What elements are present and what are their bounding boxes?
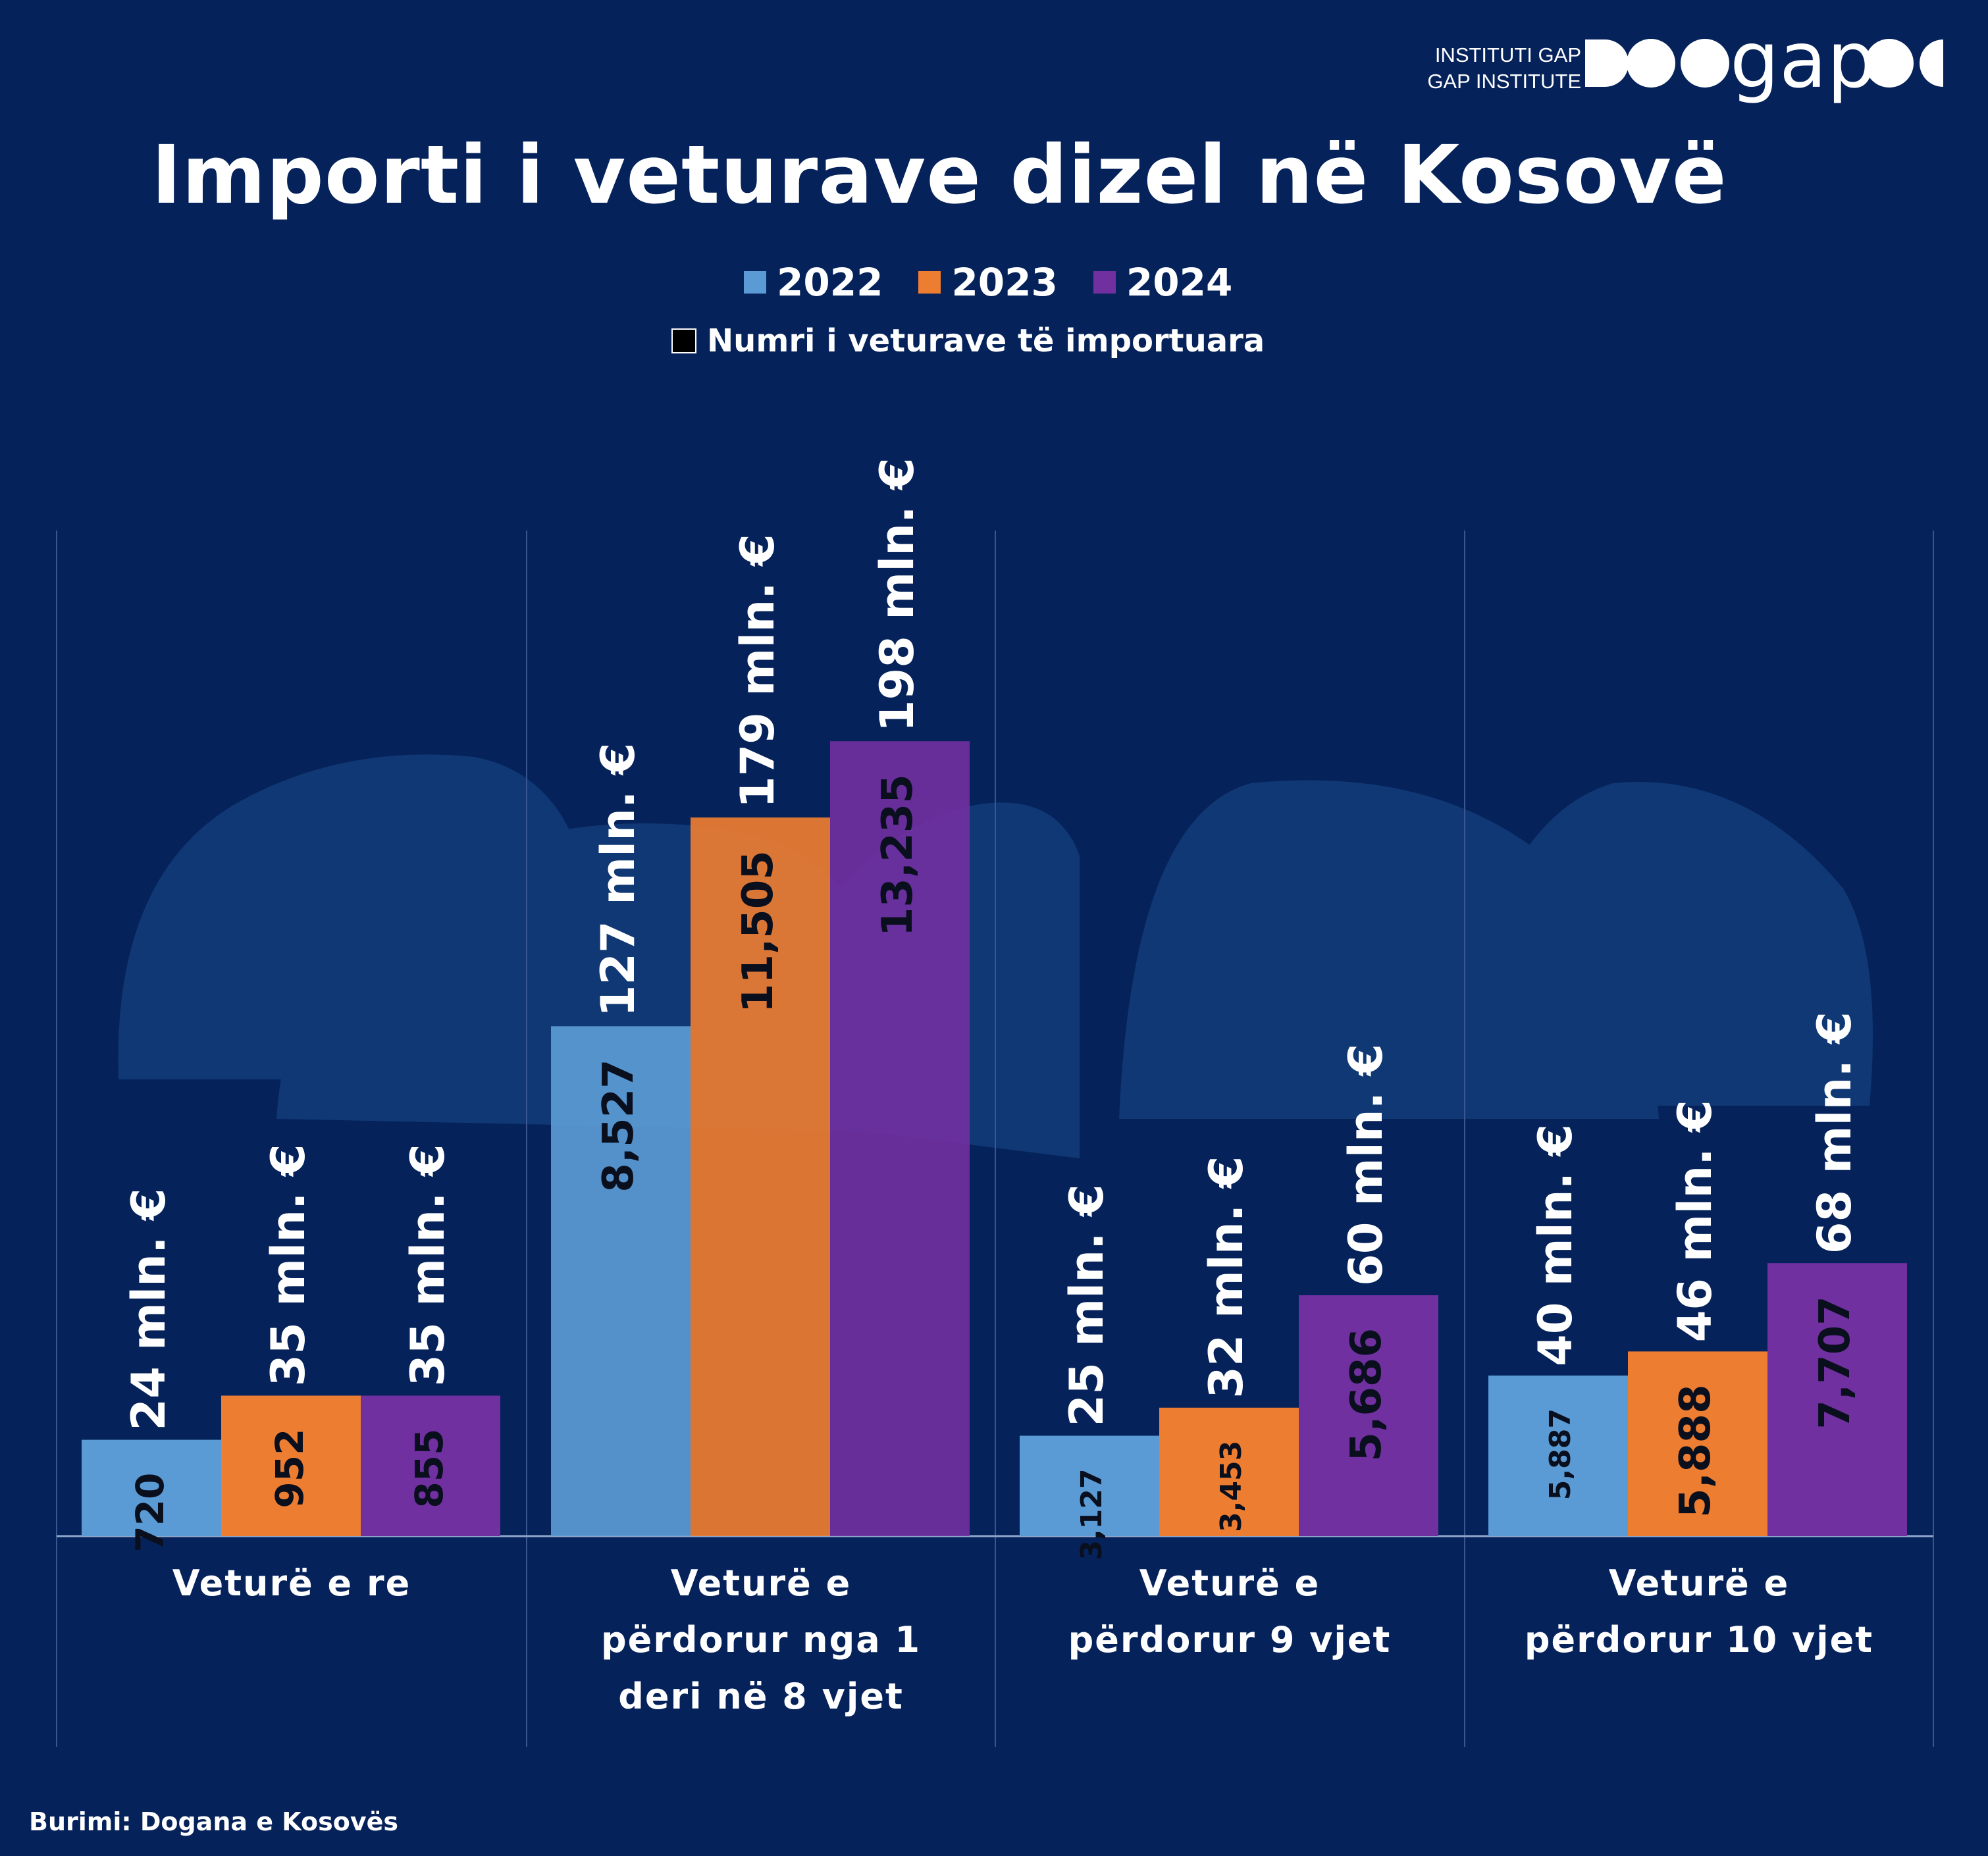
logo-line-1: INSTITUTI GAP (1434, 43, 1581, 66)
count-label-2024-3: 7,707 (1811, 1296, 1860, 1429)
legend-label-2024: 2024 (1126, 260, 1233, 305)
category-label-0: Veturë e re (68, 1555, 515, 1612)
count-label-2023-3: 5,888 (1671, 1384, 1720, 1517)
count-label-2024-2: 5,686 (1342, 1328, 1391, 1461)
legend-label-2022: 2022 (777, 260, 883, 305)
category-label-line: përdorur 9 vjet (1068, 1619, 1392, 1661)
category-label-line: Veturë e (1139, 1562, 1321, 1604)
value-label-2023-0: 35 mln. € (261, 1144, 315, 1386)
value-label-2024-3: 68 mln. € (1808, 1012, 1862, 1254)
bar-2023-1 (691, 817, 830, 1536)
bar-2024-0 (361, 1395, 500, 1536)
legend-swatch-count (671, 328, 696, 353)
count-label-2024-1: 13,235 (874, 774, 922, 937)
bar-2024-2 (1299, 1295, 1438, 1536)
value-label-2022-2: 25 mln. € (1060, 1184, 1114, 1426)
value-label-2022-1: 127 mln. € (591, 742, 645, 1017)
value-label-2023-1: 179 mln. € (731, 534, 785, 808)
category-label-1: Veturë e përdorur nga 1 deri në 8 vjet (537, 1555, 985, 1725)
category-label-line: përdorur nga 1 (600, 1619, 922, 1661)
bar-2024-1 (830, 741, 970, 1536)
legend-item-2022: 2022 (744, 260, 883, 305)
category-label-3: Veturë e përdorur 10 vjet (1475, 1555, 1923, 1668)
legend-swatch-2022 (744, 271, 766, 294)
legend: 2022 2023 2024 (744, 260, 1232, 305)
value-label-2022-0: 24 mln. € (122, 1188, 176, 1430)
source-note: Burimi: Dogana e Kosovës (29, 1807, 399, 1836)
legend-item-2023: 2023 (918, 260, 1058, 305)
gap-logo-icon: gap (1585, 26, 1943, 105)
category-label-line: deri në 8 vjet (618, 1676, 904, 1717)
count-label-2022-3: 5,887 (1544, 1408, 1577, 1500)
value-label-2022-3: 40 mln. € (1529, 1124, 1583, 1366)
bar-2023-3 (1628, 1351, 1767, 1536)
category-label-line: Veturë e (1608, 1562, 1790, 1604)
count-labels: 720 952 855 8,527 11,505 13,235 3,127 3,453 5,68… (128, 774, 1860, 1560)
bar-2023-0 (221, 1395, 361, 1536)
value-label-2024-1: 198 mln. € (870, 457, 924, 732)
category-label-line: Veturë e re (172, 1562, 411, 1604)
legend-count: Numri i veturave të importuara (671, 322, 1265, 359)
logo-line-2: GAP INSTITUTE (1427, 70, 1581, 93)
count-label-2023-0: 952 (267, 1429, 312, 1508)
logo-word: gap (1730, 26, 1876, 105)
count-label-2022-1: 8,527 (594, 1059, 643, 1192)
category-label-line: Veturë e (670, 1562, 852, 1604)
value-label-2024-0: 35 mln. € (401, 1144, 455, 1386)
legend-swatch-2024 (1093, 271, 1116, 294)
category-label-2: Veturë e përdorur 9 vjet (1006, 1555, 1453, 1668)
count-label-2022-0: 720 (128, 1473, 172, 1553)
bar-2022-2 (1020, 1435, 1159, 1536)
legend-swatch-2023 (918, 271, 941, 294)
bar-2024-3 (1767, 1263, 1907, 1536)
count-label-2023-1: 11,505 (734, 850, 783, 1013)
bar-2023-2 (1159, 1407, 1299, 1536)
bar-2022-3 (1488, 1376, 1628, 1536)
logo-text: INSTITUTI GAP GAP INSTITUTE (1427, 42, 1581, 95)
count-label-2022-2: 3,127 (1075, 1469, 1109, 1560)
bars (82, 741, 1907, 1536)
count-label-2023-2: 3,453 (1215, 1441, 1248, 1532)
chart-title: Importi i veturave dizel në Kosovë (151, 128, 1727, 222)
value-label-2023-2: 32 mln. € (1199, 1156, 1253, 1399)
legend-label-2023: 2023 (951, 260, 1058, 305)
value-label-2023-3: 46 mln. € (1668, 1100, 1722, 1342)
legend-item-2024: 2024 (1093, 260, 1232, 305)
category-label-line: përdorur 10 vjet (1524, 1619, 1874, 1661)
bar-2022-0 (82, 1439, 221, 1536)
value-labels: 24 mln. € 35 mln. € 35 mln. € 127 mln. € 179… (122, 457, 1862, 1430)
count-label-2024-0: 855 (407, 1429, 452, 1508)
legend-label-count: Numri i veturave të importuara (707, 322, 1265, 359)
value-label-2024-2: 60 mln. € (1339, 1044, 1393, 1286)
bar-2022-1 (551, 1026, 691, 1536)
